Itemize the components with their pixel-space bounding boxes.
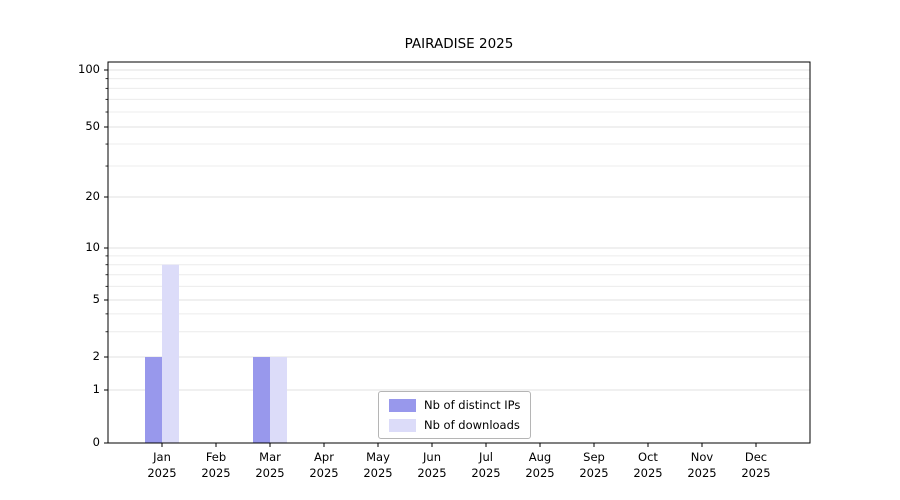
y-tick-label-10: 10 <box>85 240 100 254</box>
x-tick-label-jan: Jan 2025 <box>147 450 177 480</box>
legend-item-downloads: Nb of downloads <box>389 418 520 432</box>
y-tick-label-20: 20 <box>85 189 100 203</box>
y-tick-label-5: 5 <box>92 292 100 306</box>
x-tick-label-apr: Apr 2025 <box>309 450 339 480</box>
x-tick-label-nov: Nov 2025 <box>687 450 717 480</box>
legend-label-downloads: Nb of downloads <box>424 418 520 432</box>
y-tick-label-100: 100 <box>78 62 100 76</box>
x-tick-label-sep: Sep 2025 <box>579 450 609 480</box>
y-tick-label-2: 2 <box>92 349 100 363</box>
x-tick-label-feb: Feb 2025 <box>201 450 231 480</box>
bar-mar-downloads <box>270 357 287 443</box>
x-tick-label-aug: Aug 2025 <box>525 450 555 480</box>
chart-title: PAIRADISE 2025 <box>404 36 514 52</box>
legend-swatch-downloads <box>389 418 416 432</box>
legend-swatch-distinct-ips <box>389 398 416 412</box>
x-tick-label-jul: Jul 2025 <box>471 450 501 480</box>
x-tick-label-mar: Mar 2025 <box>255 450 285 480</box>
legend: Nb of distinct IPs Nb of downloads <box>378 391 532 439</box>
bar-jan-distinct-ips <box>145 357 162 443</box>
bar-jan-downloads <box>162 264 179 443</box>
y-tick-label-0: 0 <box>92 435 100 449</box>
x-tick-label-jun: Jun 2025 <box>417 450 447 480</box>
legend-item-distinct-ips: Nb of distinct IPs <box>389 398 520 412</box>
legend-label-distinct-ips: Nb of distinct IPs <box>424 398 521 412</box>
bar-mar-distinct-ips <box>253 357 270 443</box>
x-tick-label-oct: Oct 2025 <box>633 450 663 480</box>
y-tick-label-50: 50 <box>85 119 100 133</box>
y-tick-label-1: 1 <box>92 382 100 396</box>
plot-frame <box>107 61 811 444</box>
x-tick-label-dec: Dec 2025 <box>741 450 771 480</box>
x-tick-label-may: May 2025 <box>363 450 393 480</box>
